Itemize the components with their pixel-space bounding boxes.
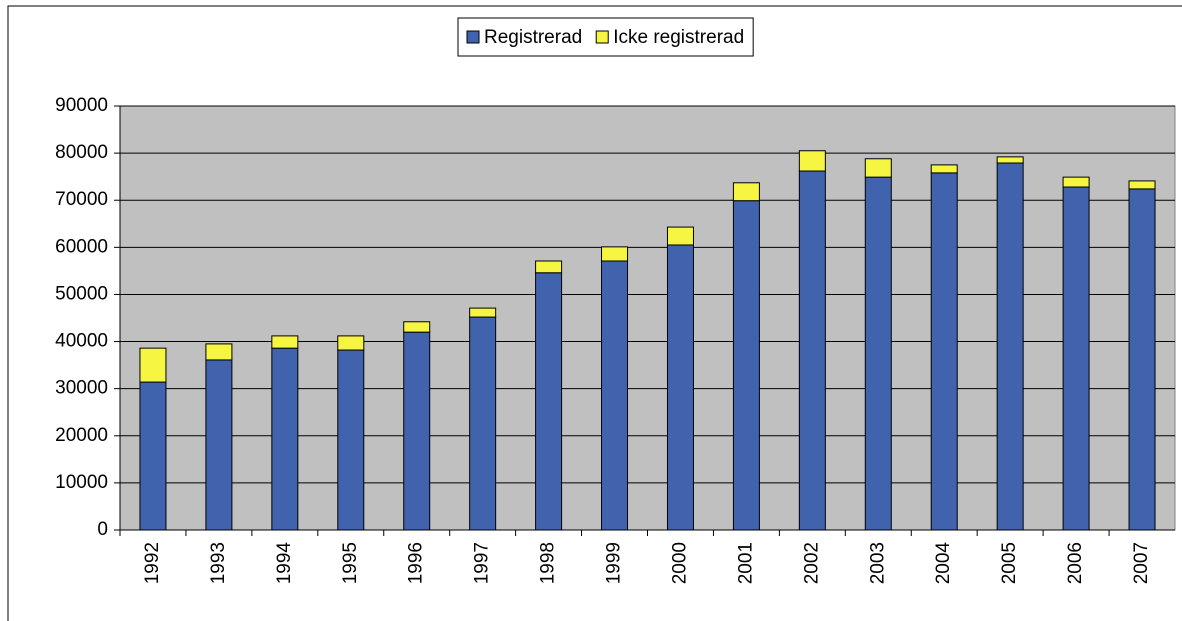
- legend: Registrerad Icke registrerad: [457, 17, 754, 57]
- bar-segment: [930, 164, 958, 174]
- x-tick-label: 1992: [142, 542, 163, 584]
- bar-segment: [403, 321, 431, 333]
- x-tick-label: 2003: [867, 542, 888, 584]
- bar-segment: [996, 162, 1024, 531]
- bar-segment: [601, 246, 629, 262]
- x-tick-label: 1999: [604, 542, 625, 584]
- x-tick-label: 2007: [1131, 542, 1152, 584]
- bar-segment: [996, 156, 1024, 164]
- bar-segment: [403, 331, 431, 531]
- bar-segment: [469, 316, 497, 531]
- bar-segment: [1128, 180, 1156, 190]
- bar-segment: [798, 150, 826, 172]
- bar-segment: [930, 172, 958, 531]
- x-tick-label: 2004: [933, 542, 954, 585]
- legend-label: Icke registrerad: [613, 27, 744, 48]
- bar-segment: [732, 200, 760, 531]
- bar-segment: [535, 272, 563, 531]
- bar-segment: [864, 176, 892, 531]
- bar-segment: [666, 244, 694, 531]
- x-tick-label: 1998: [538, 542, 559, 584]
- y-tick-label: 80000: [55, 142, 108, 163]
- x-tick-label: 1997: [472, 542, 493, 584]
- bar-segment: [798, 170, 826, 531]
- y-tick-label: 0: [97, 519, 108, 540]
- bar-segment: [535, 260, 563, 274]
- y-tick-label: 50000: [55, 283, 108, 304]
- x-tick-label: 2001: [735, 542, 756, 584]
- bar-segment: [337, 335, 365, 351]
- y-tick-label: 40000: [55, 331, 108, 352]
- bar-segment: [205, 343, 233, 361]
- bar-segment: [271, 347, 299, 531]
- bar-segment: [1062, 176, 1090, 188]
- x-tick-label: 1995: [340, 542, 361, 584]
- bar-segment: [666, 226, 694, 246]
- bar-segment: [469, 307, 497, 318]
- bar-segment: [337, 349, 365, 531]
- bar-segment: [864, 158, 892, 178]
- legend-label: Registrerad: [484, 27, 582, 48]
- y-tick-label: 10000: [55, 472, 108, 493]
- x-tick-label: 2006: [1065, 542, 1086, 584]
- bar-segment: [1062, 186, 1090, 531]
- bar-segment: [1128, 188, 1156, 531]
- bar-segment: [732, 182, 760, 202]
- y-tick-label: 20000: [55, 425, 108, 446]
- bar-segment: [205, 359, 233, 531]
- x-tick-label: 1996: [406, 542, 427, 584]
- y-tick-label: 90000: [55, 95, 108, 116]
- bar-segment: [271, 335, 299, 349]
- y-tick-label: 70000: [55, 189, 108, 210]
- bar-segment: [139, 347, 167, 383]
- legend-swatch: [595, 30, 609, 44]
- y-tick-label: 60000: [55, 236, 108, 257]
- legend-swatch: [466, 30, 480, 44]
- bar-segment: [139, 381, 167, 531]
- chart-frame: [7, 5, 1182, 621]
- x-tick-label: 1993: [208, 542, 229, 584]
- x-tick-label: 2000: [669, 542, 690, 584]
- y-tick-label: 30000: [55, 378, 108, 399]
- x-tick-label: 2002: [801, 542, 822, 584]
- bar-segment: [601, 260, 629, 531]
- x-tick-label: 1994: [274, 542, 295, 585]
- x-tick-label: 2005: [999, 542, 1020, 584]
